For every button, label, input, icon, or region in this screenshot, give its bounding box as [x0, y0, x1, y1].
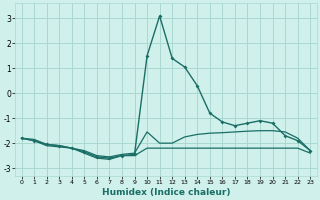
X-axis label: Humidex (Indice chaleur): Humidex (Indice chaleur)	[102, 188, 230, 197]
